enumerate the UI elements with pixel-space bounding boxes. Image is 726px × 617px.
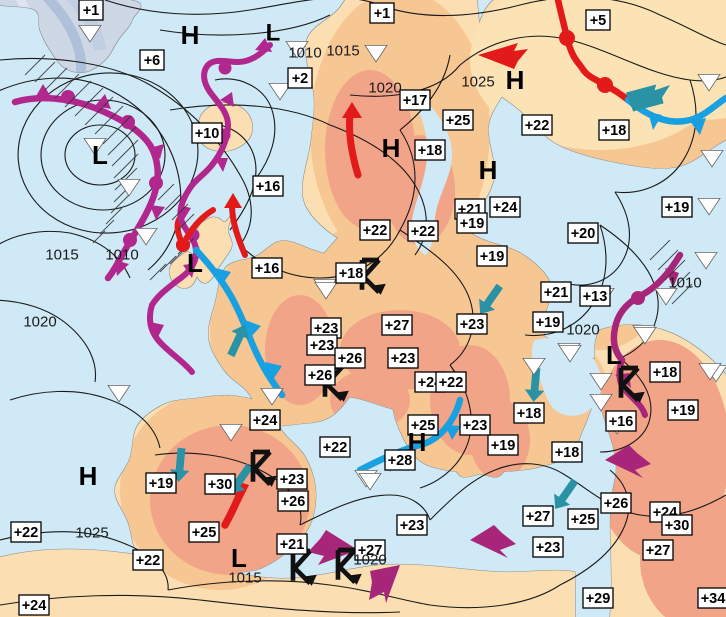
- svg-text:+30: +30: [208, 477, 233, 493]
- svg-text:+16: +16: [256, 179, 281, 195]
- svg-text:H: H: [181, 20, 200, 50]
- svg-text:H: H: [79, 461, 98, 491]
- svg-text:1015: 1015: [228, 570, 261, 587]
- svg-text:+29: +29: [586, 591, 611, 607]
- svg-text:+23: +23: [400, 518, 425, 534]
- svg-text:+22: +22: [439, 375, 464, 391]
- svg-text:1025: 1025: [461, 74, 494, 91]
- svg-text:+26: +26: [281, 494, 306, 510]
- svg-text:+23: +23: [460, 317, 485, 333]
- svg-text:+19: +19: [460, 216, 485, 232]
- svg-text:+20: +20: [571, 226, 596, 242]
- svg-text:+5: +5: [590, 13, 607, 29]
- svg-text:+25: +25: [446, 113, 471, 129]
- svg-text:L: L: [606, 340, 622, 370]
- svg-text:+19: +19: [671, 403, 696, 419]
- svg-text:+34: +34: [701, 591, 726, 607]
- svg-text:+19: +19: [149, 476, 174, 492]
- svg-text:+19: +19: [665, 200, 690, 216]
- svg-text:1010: 1010: [668, 275, 701, 292]
- svg-text:+16: +16: [255, 261, 280, 277]
- svg-text:+1: +1: [83, 3, 100, 19]
- svg-text:+23: +23: [463, 418, 488, 434]
- svg-text:L: L: [92, 140, 108, 170]
- svg-text:+22: +22: [14, 525, 39, 541]
- svg-text:+17: +17: [403, 93, 428, 109]
- svg-text:+25: +25: [571, 512, 596, 528]
- svg-text:+26: +26: [308, 368, 333, 384]
- svg-text:+22: +22: [323, 440, 348, 456]
- svg-text:+28: +28: [388, 453, 413, 469]
- svg-text:+24: +24: [22, 598, 47, 614]
- svg-text:+23: +23: [280, 472, 305, 488]
- svg-text:L: L: [231, 543, 247, 573]
- svg-text:+25: +25: [192, 525, 217, 541]
- svg-text:+21: +21: [280, 537, 305, 553]
- svg-text:+18: +18: [555, 445, 580, 461]
- svg-text:H: H: [382, 133, 401, 163]
- svg-text:+22: +22: [525, 118, 550, 134]
- svg-text:1020: 1020: [368, 80, 401, 97]
- svg-text:1025: 1025: [75, 525, 108, 542]
- svg-text:+19: +19: [536, 315, 561, 331]
- svg-text:1010: 1010: [105, 247, 138, 264]
- svg-text:+18: +18: [602, 123, 627, 139]
- svg-text:+19: +19: [480, 249, 505, 265]
- svg-text:+1: +1: [374, 6, 391, 22]
- svg-text:+6: +6: [144, 53, 161, 69]
- svg-text:H: H: [479, 155, 498, 185]
- svg-text:+21: +21: [544, 285, 569, 301]
- svg-text:+24: +24: [493, 200, 518, 216]
- svg-text:+30: +30: [665, 518, 690, 534]
- svg-text:1015: 1015: [326, 43, 359, 60]
- svg-text:+10: +10: [195, 126, 220, 142]
- svg-text:+23: +23: [536, 540, 561, 556]
- svg-text:1020: 1020: [353, 552, 386, 569]
- svg-text:+26: +26: [604, 496, 629, 512]
- svg-text:+26: +26: [338, 351, 363, 367]
- svg-text:+18: +18: [339, 266, 364, 282]
- svg-text:1015: 1015: [45, 247, 78, 264]
- svg-text:+16: +16: [609, 414, 634, 430]
- svg-text:+22: +22: [136, 553, 161, 569]
- svg-text:+18: +18: [653, 365, 678, 381]
- svg-text:L: L: [266, 20, 281, 47]
- svg-text:+22: +22: [363, 223, 388, 239]
- svg-text:+27: +27: [526, 509, 551, 525]
- svg-text:+19: +19: [491, 438, 516, 454]
- svg-text:+2: +2: [292, 71, 309, 87]
- svg-text:1020: 1020: [566, 322, 599, 339]
- svg-text:+18: +18: [517, 406, 542, 422]
- svg-text:H: H: [506, 65, 525, 95]
- svg-text:+13: +13: [583, 289, 608, 305]
- svg-text:1020: 1020: [23, 314, 56, 331]
- svg-text:+23: +23: [391, 351, 416, 367]
- svg-text:1010: 1010: [288, 45, 321, 62]
- svg-text:+27: +27: [646, 543, 671, 559]
- svg-text:+22: +22: [411, 224, 436, 240]
- svg-text:+18: +18: [418, 143, 443, 159]
- svg-text:+27: +27: [385, 318, 410, 334]
- svg-text:+23: +23: [310, 338, 335, 354]
- svg-text:+24: +24: [253, 413, 278, 429]
- svg-text:L: L: [187, 248, 203, 278]
